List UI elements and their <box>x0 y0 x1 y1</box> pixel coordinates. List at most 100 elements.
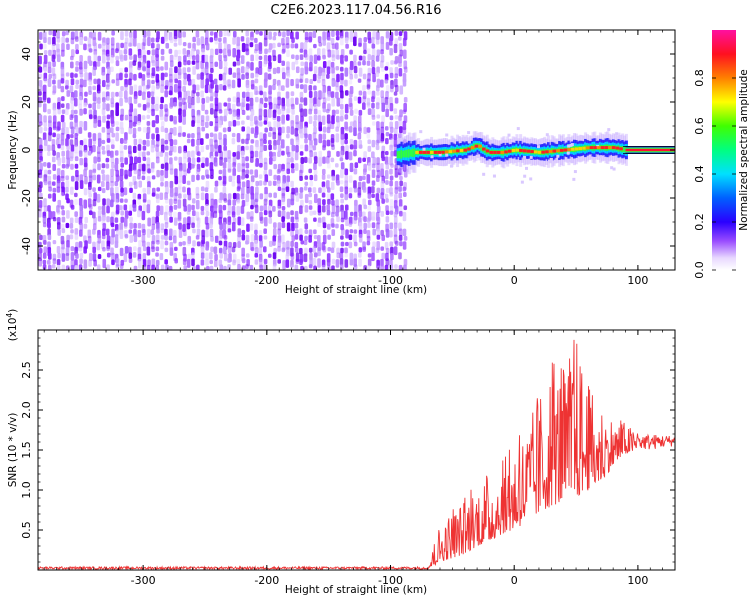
spectrogram-cell <box>393 43 398 54</box>
spectrogram-cell <box>231 132 236 138</box>
spectrogram-cell <box>294 43 299 49</box>
spectrogram-cell <box>192 66 196 75</box>
spectrogram-cell <box>402 163 407 172</box>
spectrogram-cell <box>254 240 258 249</box>
spectrogram-cell <box>200 120 205 127</box>
y-multiplier-label: (x104) <box>5 309 19 342</box>
spectrogram-cell <box>124 90 128 100</box>
signal-scatter <box>523 174 527 178</box>
spectrogram-cell <box>304 37 309 43</box>
spectrogram-cell <box>344 55 349 62</box>
spectrogram-cell <box>120 210 125 216</box>
spectrogram-cell <box>69 156 74 162</box>
spectrogram-cell <box>182 109 187 118</box>
spectrogram-cell <box>250 192 255 200</box>
spectrogram-cell <box>393 211 398 218</box>
spectrogram-cell <box>313 114 318 121</box>
spectrogram-cell <box>322 199 326 206</box>
spectrogram-cell <box>357 157 362 164</box>
spectrogram-cell <box>272 84 276 91</box>
spectrogram-cell <box>223 150 228 160</box>
signal-peak <box>556 149 560 153</box>
spectrogram-cell <box>111 259 115 266</box>
spectrogram-cell <box>182 175 186 185</box>
spectrogram-cell <box>66 90 71 97</box>
spectrogram-cell <box>205 265 210 270</box>
spectrogram-cell <box>268 210 273 218</box>
spectrogram-cell <box>402 228 407 237</box>
spectrogram-cell <box>42 162 47 167</box>
spectrogram-cell <box>51 139 56 146</box>
spectrogram-cell <box>70 61 74 69</box>
spectrogram-cell <box>169 138 174 147</box>
spectrogram-cell <box>209 223 213 229</box>
spectrogram-cell <box>358 175 363 182</box>
spectrogram-cell <box>363 222 368 230</box>
spectrogram-cell <box>385 205 389 212</box>
spectrogram-cell <box>245 103 250 111</box>
spectrogram-cell <box>38 241 42 248</box>
spectrogram-cell <box>250 109 255 116</box>
chart-title: C2E6.2023.117.04.56.R16 <box>270 3 441 18</box>
spectrogram-cell <box>335 211 339 217</box>
spectrogram-cell <box>106 96 110 101</box>
spectrogram-cell <box>38 247 43 254</box>
spectrogram-cell <box>115 73 120 81</box>
spectrogram-cell <box>309 174 314 181</box>
spectrogram-cell <box>169 157 173 165</box>
top-x-axis-label: Height of straight line (km) <box>285 284 427 296</box>
spectrogram-cell <box>42 234 47 245</box>
spectrogram-cell <box>303 97 308 106</box>
spectrogram-cell <box>164 90 169 98</box>
spectrogram-cell <box>304 133 308 139</box>
spectrogram-cell <box>74 199 78 206</box>
spectrogram-cell <box>349 229 354 234</box>
spectrogram-cell <box>105 157 110 163</box>
spectrogram-cell <box>83 121 88 131</box>
spectrogram-cell <box>385 42 390 50</box>
spectrogram-cell <box>340 78 344 85</box>
spectrogram-cell <box>182 97 186 105</box>
spectrogram-cell <box>209 265 214 270</box>
spectrogram-cell <box>254 162 259 168</box>
spectrogram-cell <box>196 228 201 237</box>
spectrogram-cell <box>47 175 52 185</box>
spectrogram-cell <box>246 115 250 121</box>
spectrogram-cell <box>92 144 96 153</box>
spectrogram-cell <box>340 126 345 135</box>
spectrogram-cell <box>326 108 330 114</box>
spectrogram-cell <box>200 138 204 145</box>
spectrogram-cell <box>291 54 295 60</box>
spectrogram-cell <box>142 240 146 247</box>
spectrogram-cell <box>326 187 331 193</box>
colorbar: 0.00.20.40.60.8 Normalized spectral ampl… <box>693 30 750 279</box>
spectrogram-cell <box>138 240 142 249</box>
spectrogram-cell <box>164 222 169 228</box>
spectrogram-cell <box>47 228 51 237</box>
spectrogram-cell <box>291 109 295 115</box>
spectrogram-cell <box>218 54 222 61</box>
signal-inner <box>405 149 409 158</box>
spectrogram-cell <box>389 144 393 151</box>
spectrogram-cell <box>259 121 263 127</box>
spectrogram-cell <box>106 79 111 87</box>
signal-peak <box>474 144 479 148</box>
spectrogram-cell <box>366 48 371 55</box>
spectrogram-cell <box>177 199 182 209</box>
spectrogram-cell <box>164 234 168 241</box>
x-tick-label: -200 <box>254 574 279 587</box>
spectrogram-cell <box>142 204 147 213</box>
spectrogram-cell <box>146 151 151 156</box>
spectrogram-cell <box>222 222 227 231</box>
spectrogram-cell <box>74 156 79 162</box>
spectrogram-cell <box>96 103 101 110</box>
spectrogram-cell <box>245 145 249 151</box>
spectrogram-cell <box>200 36 205 46</box>
spectrogram-cell <box>101 54 106 64</box>
spectrogram-cell <box>210 79 214 89</box>
spectrogram-cell <box>339 97 344 104</box>
spectrogram-cell <box>120 31 124 41</box>
spectrogram-cell <box>317 222 321 227</box>
spectrogram-cell <box>92 85 96 91</box>
